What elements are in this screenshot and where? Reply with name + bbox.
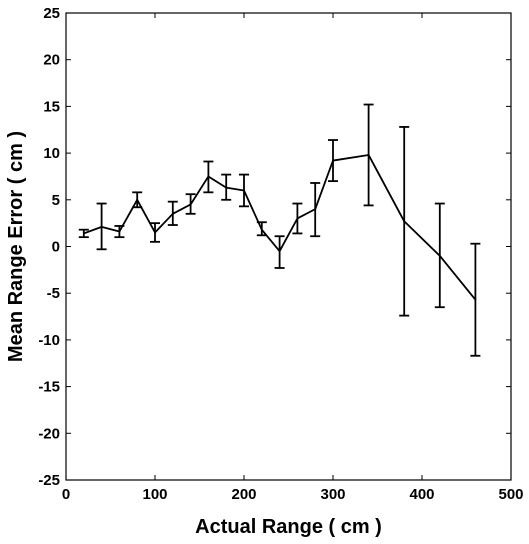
x-tick-label: 500 <box>498 486 523 503</box>
y-tick-label: -5 <box>47 285 60 302</box>
x-tick-label: 100 <box>142 486 167 503</box>
y-tick-label: -25 <box>38 472 60 489</box>
y-tick-label: 0 <box>52 239 60 256</box>
x-tick-label: 400 <box>409 486 434 503</box>
x-axis-label: Actual Range ( cm ) <box>195 516 382 538</box>
y-tick-label: 5 <box>52 192 60 209</box>
y-tick-label: -20 <box>38 425 60 442</box>
plot-area <box>66 13 511 480</box>
y-tick-label: 20 <box>43 52 60 69</box>
x-tick-labels: 0 100 200 300 400 500 <box>62 486 524 503</box>
y-tick-labels: 25 20 15 10 5 0 -5 -10 -15 -20 -25 <box>38 5 60 489</box>
x-tick-label: 200 <box>231 486 256 503</box>
y-tick-label: 25 <box>43 5 60 22</box>
x-tick-label: 0 <box>62 486 70 503</box>
y-tick-label: 15 <box>43 98 60 115</box>
y-tick-label: 10 <box>43 145 60 162</box>
y-axis-label: Mean Range Error ( cm ) <box>5 131 27 362</box>
x-tick-label: 300 <box>320 486 345 503</box>
y-tick-label: -10 <box>38 332 60 349</box>
y-tick-label: -15 <box>38 379 60 396</box>
